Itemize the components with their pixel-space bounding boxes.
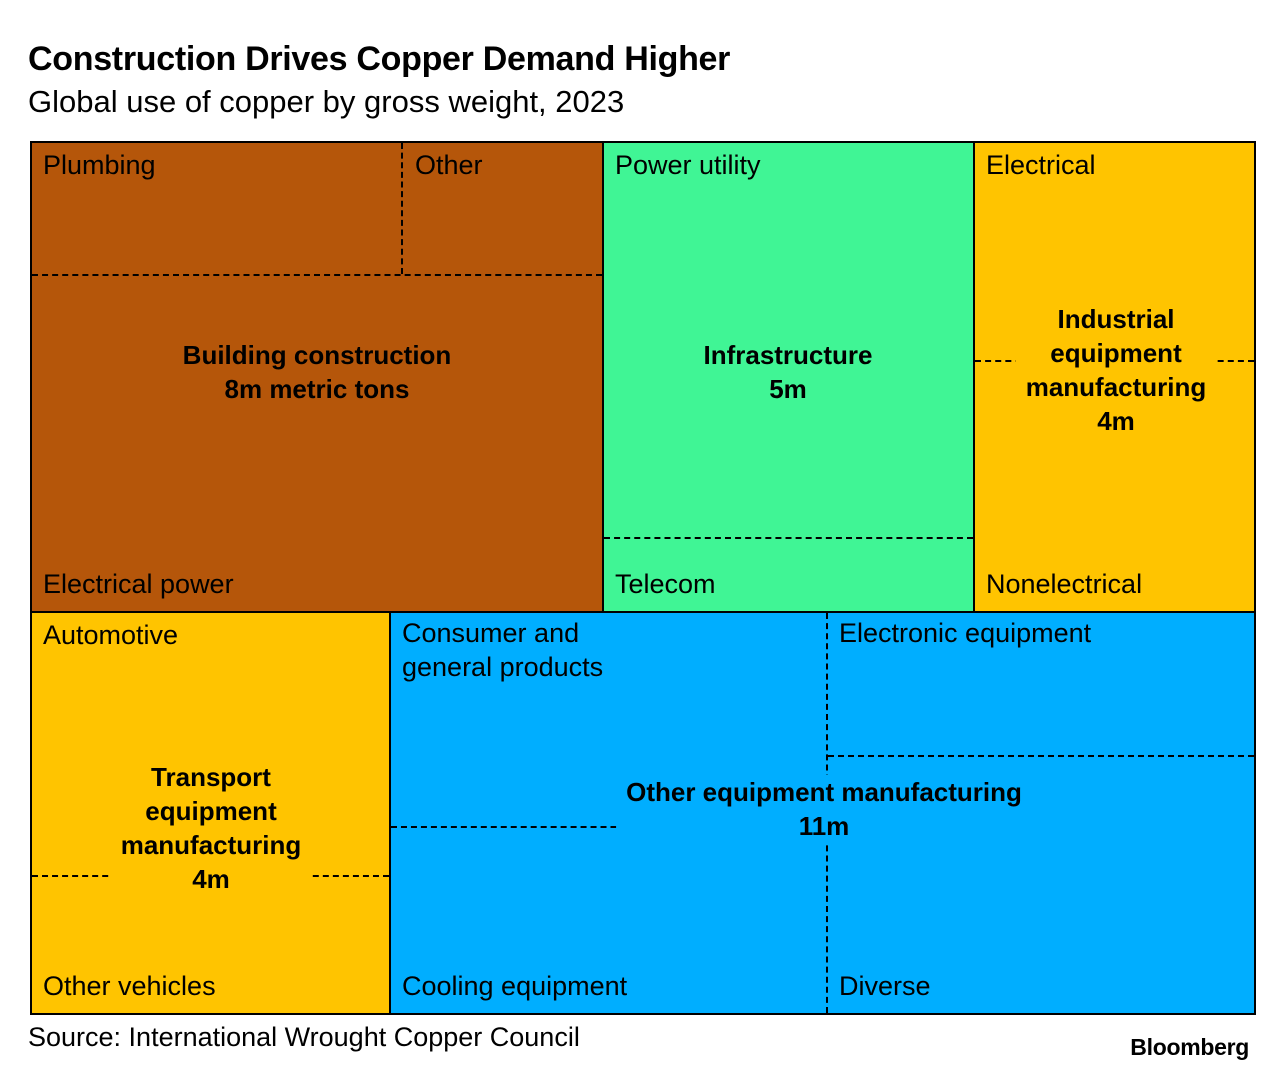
transport-value: 4m <box>110 862 312 896</box>
industrial-name-line-1: Industrial <box>1015 302 1217 336</box>
building-divider-horizontal <box>32 274 602 276</box>
industrial-equipment-main-label: Industrial equipment manufacturing 4m <box>1015 302 1217 438</box>
chart-title: Construction Drives Copper Demand Higher <box>28 40 731 78</box>
cooling-equipment-label: Cooling equipment <box>402 971 628 1001</box>
other-vehicles-label: Other vehicles <box>43 971 216 1001</box>
other-equipment-name: Other equipment manufacturing <box>616 775 1032 809</box>
other-equipment-value: 11m <box>616 809 1032 843</box>
building-construction-block <box>30 141 604 613</box>
building-construction-main-label: Building construction 8m metric tons <box>183 338 452 406</box>
industrial-name-line-2: equipment <box>1015 336 1217 370</box>
building-construction-name: Building construction <box>182 340 452 370</box>
transport-name-line-3: manufacturing <box>110 828 312 862</box>
building-divider-vertical <box>401 143 403 274</box>
plumbing-label: Plumbing <box>43 150 156 180</box>
electrical-power-label: Electrical power <box>43 569 234 599</box>
transport-equipment-main-label: Transport equipment manufacturing 4m <box>110 760 312 896</box>
consumer-products-line-2: general products <box>402 652 604 682</box>
power-utility-label: Power utility <box>615 150 761 180</box>
automotive-label: Automotive <box>43 620 179 650</box>
infrastructure-name: Infrastructure <box>703 340 873 370</box>
industrial-value: 4m <box>1097 406 1135 436</box>
infrastructure-block <box>602 141 975 613</box>
other-equipment-divider-left <box>391 826 826 828</box>
transport-name-line-2: equipment <box>110 794 312 828</box>
consumer-products-line-1: Consumer and <box>402 618 580 648</box>
transport-name-line-1: Transport <box>110 760 312 794</box>
infrastructure-divider <box>604 537 973 539</box>
telecom-label: Telecom <box>615 569 716 599</box>
nonelectrical-label: Nonelectrical <box>986 569 1143 599</box>
infrastructure-main-label: Infrastructure 5m <box>703 338 872 406</box>
building-construction-value: 8m metric tons <box>224 374 410 404</box>
treemap: Plumbing Other Electrical power Building… <box>30 141 1256 1015</box>
electrical-label: Electrical <box>986 150 1096 180</box>
consumer-products-label: Consumer and general products <box>402 616 603 684</box>
source-note: Source: International Wrought Copper Cou… <box>28 1022 580 1052</box>
electronic-equipment-label: Electronic equipment <box>839 618 1092 648</box>
other-equipment-divider-right <box>828 755 1254 757</box>
infrastructure-value: 5m <box>769 374 807 404</box>
industrial-name-line-3: manufacturing <box>1015 370 1217 404</box>
bloomberg-logo: Bloomberg <box>1130 1034 1249 1060</box>
diverse-label: Diverse <box>839 971 931 1001</box>
chart-subtitle: Global use of copper by gross weight, 20… <box>28 84 625 119</box>
building-other-label: Other <box>415 150 483 180</box>
other-equipment-main-label: Other equipment manufacturing 11m <box>616 775 1032 843</box>
